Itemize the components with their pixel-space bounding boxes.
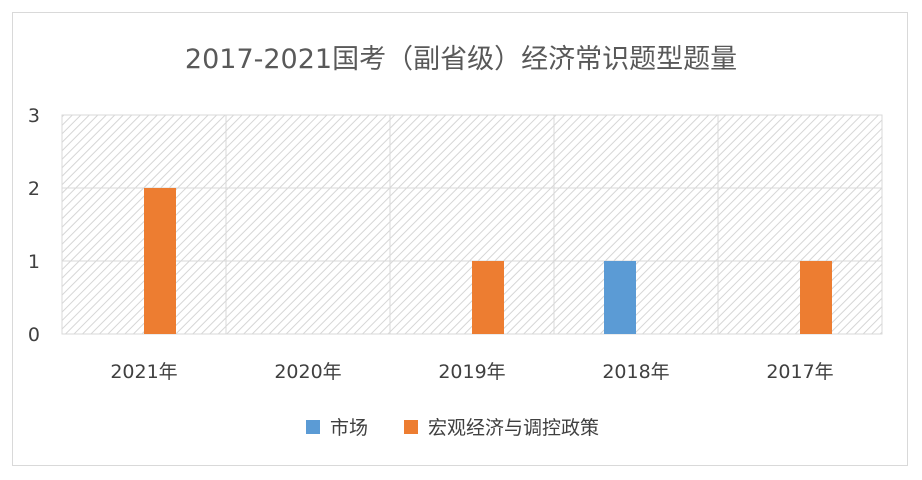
y-tick-label: 3 — [28, 105, 40, 127]
y-axis-tick-labels: 0 1 2 3 — [28, 105, 40, 346]
bars — [144, 188, 832, 334]
x-tick-label: 2019年 — [438, 361, 505, 383]
x-axis-tick-labels: 2021年 2020年 2019年 2018年 2017年 — [110, 361, 833, 383]
chart-title: 2017-2021国考（副省级）经济常识题型题量 — [185, 44, 737, 75]
x-tick-label: 2018年 — [602, 361, 669, 383]
y-tick-label: 1 — [28, 251, 40, 273]
bar-macro-economy-0 — [144, 188, 176, 334]
legend-swatch-0 — [306, 420, 320, 434]
x-tick-label: 2020年 — [274, 361, 341, 383]
y-tick-label: 2 — [28, 178, 40, 200]
legend: 市场 宏观经济与调控政策 — [306, 417, 599, 439]
legend-label-1: 宏观经济与调控政策 — [428, 417, 599, 439]
legend-swatch-1 — [404, 420, 418, 434]
bar-macro-economy-2 — [472, 261, 504, 334]
x-tick-label: 2021年 — [110, 361, 177, 383]
bar-macro-economy-4 — [800, 261, 832, 334]
x-tick-label: 2017年 — [766, 361, 833, 383]
legend-label-0: 市场 — [330, 417, 368, 439]
y-tick-label: 0 — [28, 324, 40, 346]
bar-market-3 — [604, 261, 636, 334]
